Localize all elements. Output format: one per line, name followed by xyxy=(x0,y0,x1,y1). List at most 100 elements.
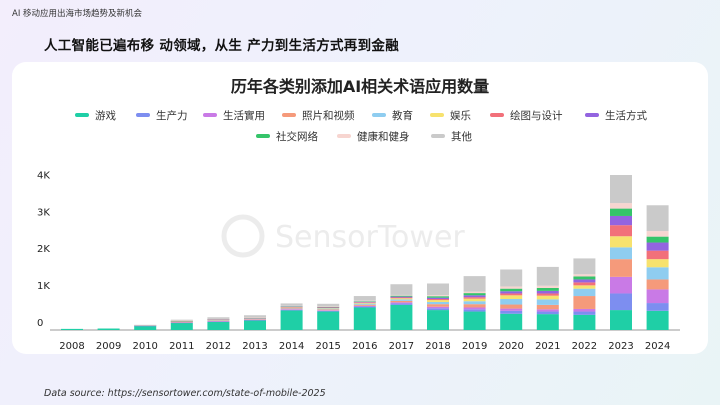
bar-segment xyxy=(170,322,193,323)
x-tick-label: 2022 xyxy=(572,341,597,352)
bar-stack xyxy=(353,296,376,330)
page-headline: 人工智能已遍布移 动领域，从生 产力到生活方式再到金融 xyxy=(44,38,399,54)
bar-segment xyxy=(244,318,266,320)
bar-segment xyxy=(536,293,559,296)
bar-stack xyxy=(536,266,559,330)
bar-segment xyxy=(500,308,523,311)
bar-segment xyxy=(610,215,632,226)
bar-segment xyxy=(280,305,303,307)
legend-item: 照片和视频 xyxy=(282,109,355,122)
x-tick-label: 2014 xyxy=(279,341,304,352)
bar-segment xyxy=(500,310,523,314)
bar-segment xyxy=(536,309,559,312)
bar-segment xyxy=(353,300,376,302)
legend-item: 社交网络 xyxy=(256,130,318,143)
bar-segment xyxy=(646,250,669,260)
x-tick-label: 2015 xyxy=(315,341,340,352)
bar-segment xyxy=(427,304,449,307)
legend-label: 生活實用 xyxy=(223,109,265,122)
bar-segment xyxy=(463,304,486,308)
legend-swatch xyxy=(136,113,150,117)
bar-segment xyxy=(353,296,376,301)
bar-segment xyxy=(646,236,669,243)
x-tick-label: 2023 xyxy=(608,341,633,352)
legend-label: 娱乐 xyxy=(450,109,471,122)
bar-segment xyxy=(463,295,486,298)
bar-segment xyxy=(500,269,523,287)
bar-segment xyxy=(573,285,596,289)
bar-segment xyxy=(463,298,486,302)
legend-label: 生产力 xyxy=(156,109,188,122)
bar-segment xyxy=(573,258,596,275)
bar-segment xyxy=(573,314,596,330)
bar-segment xyxy=(353,301,376,303)
bar-stack xyxy=(573,258,596,330)
bar-segment xyxy=(390,299,413,301)
bar-segment xyxy=(170,321,193,323)
legend-item: 生活方式 xyxy=(585,109,647,122)
bar-segment xyxy=(317,307,340,308)
bar-segment xyxy=(390,284,413,295)
legend-label: 其他 xyxy=(451,130,472,143)
bar-segment xyxy=(390,298,413,300)
bar-segment xyxy=(463,291,486,294)
bar-segment xyxy=(573,274,596,277)
bar-stack xyxy=(207,317,230,330)
bar-segment xyxy=(463,307,486,310)
bar-segment xyxy=(353,304,376,306)
chart-title: 历年各类别添加AI相关术语应用数量 xyxy=(230,77,490,96)
bar-segment xyxy=(646,242,669,251)
bar-stack xyxy=(170,319,193,330)
legend-label: 教育 xyxy=(392,109,413,122)
x-tick-label: 2019 xyxy=(462,341,487,352)
bar-segment xyxy=(244,319,266,320)
x-tick-label: 2017 xyxy=(389,341,414,352)
x-tick-label: 2021 xyxy=(535,341,560,352)
bar-segment xyxy=(170,322,193,324)
y-tick-label: 3K xyxy=(37,207,50,218)
data-source-footer: Data source: https://sensortower.com/sta… xyxy=(44,388,326,399)
bar-stack xyxy=(646,205,669,330)
bar-segment xyxy=(244,315,266,318)
bar-segment xyxy=(573,296,596,309)
bar-segment xyxy=(646,259,669,268)
bar-segment xyxy=(610,293,632,311)
bar-segment xyxy=(317,310,340,312)
bar-segment xyxy=(317,308,340,310)
bar-segment xyxy=(353,305,376,307)
bar-segment xyxy=(463,297,486,299)
bar-segment xyxy=(280,310,303,330)
bar-segment xyxy=(61,328,83,330)
bar-segment xyxy=(390,302,413,304)
x-tick-label: 2011 xyxy=(169,341,194,352)
bar-segment xyxy=(610,276,632,294)
x-tick-label: 2012 xyxy=(206,341,231,352)
bar-stack xyxy=(61,328,83,330)
bar-segment xyxy=(427,306,449,309)
bar-segment xyxy=(427,297,449,299)
legend-swatch xyxy=(372,113,386,117)
watermark-logo-icon xyxy=(221,214,265,258)
legend-label: 照片和视频 xyxy=(302,109,355,122)
bar-segment xyxy=(427,299,449,301)
y-tick-label: 0 xyxy=(37,318,43,329)
bar-segment xyxy=(536,311,559,315)
watermark-text: SensorTower xyxy=(275,220,465,255)
bar-segment xyxy=(207,321,230,323)
bar-segment xyxy=(134,325,157,330)
bar-stack xyxy=(390,284,413,330)
bar-segment xyxy=(280,307,303,308)
bar-segment xyxy=(573,311,596,315)
bar-segment xyxy=(536,314,559,330)
bar-segment xyxy=(97,328,120,330)
bar-segment xyxy=(573,282,596,286)
bar-segment xyxy=(536,266,559,286)
legend-item: 生活實用 xyxy=(203,109,265,122)
bar-segment xyxy=(353,302,376,303)
bar-segment xyxy=(500,293,523,296)
legend-item: 绘图与设计 xyxy=(490,109,563,122)
watermark: SensorTower xyxy=(221,214,465,258)
y-tick-label: 4K xyxy=(37,170,50,181)
bar-segment xyxy=(427,296,449,298)
